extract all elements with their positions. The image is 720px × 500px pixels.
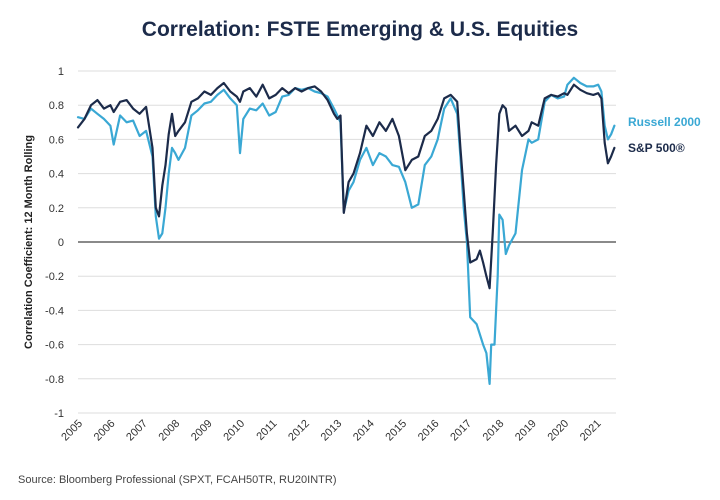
y-tick-label: -0.4 <box>45 305 64 317</box>
y-axis-label: Correlation Coefficient: 12 Month Rollin… <box>23 135 35 349</box>
x-tick-label: 2008 <box>157 418 183 444</box>
x-tick-label: 2007 <box>124 418 150 444</box>
y-tick-label: 0.2 <box>49 203 64 215</box>
series-line-sp-500 <box>76 81 616 290</box>
grid-lines <box>78 70 616 414</box>
y-tick-label: 0.4 <box>49 169 64 181</box>
y-tick-label: -0.2 <box>45 271 64 283</box>
legend-label-sp-500: S&P 500® <box>628 141 685 155</box>
x-tick-label: 2019 <box>513 418 539 444</box>
x-tick-label: 2005 <box>59 418 85 444</box>
legend: Russell 2000 S&P 500® <box>628 115 701 155</box>
x-tick-label: 2017 <box>448 418 474 444</box>
x-tick-label: 2006 <box>92 418 118 444</box>
series-line-russell-2000 <box>76 76 616 385</box>
x-tick-label: 2015 <box>383 418 409 444</box>
y-tick-label: -1 <box>54 408 64 420</box>
x-tick-label: 2020 <box>545 418 571 444</box>
y-tick-label: 0.6 <box>49 134 64 146</box>
y-tick-label: -0.6 <box>45 340 64 352</box>
x-tick-label: 2018 <box>481 418 507 444</box>
x-axis-ticks: 2005 2006 2007 2008 2009 2010 2011 2012 2013 2014… <box>59 418 603 444</box>
x-tick-label: 2010 <box>221 418 247 444</box>
y-axis-ticks: 1 0.8 0.6 0.4 0.2 0 -0.2 -0.4 -0.6 -0.8 -1 <box>45 66 64 420</box>
x-tick-label: 2012 <box>286 418 312 444</box>
y-tick-label: 1 <box>58 66 64 78</box>
x-tick-label: 2021 <box>578 418 604 444</box>
x-tick-label: 2016 <box>416 418 442 444</box>
chart-title: Correlation: FSTE Emerging & U.S. Equiti… <box>141 18 579 41</box>
x-tick-label: 2011 <box>254 418 279 443</box>
y-tick-label: 0 <box>58 237 64 249</box>
series-lines <box>76 76 616 385</box>
source-note: Source: Bloomberg Professional (SPXT, FC… <box>18 474 337 486</box>
y-tick-label: 0.8 <box>49 100 64 112</box>
x-tick-label: 2009 <box>189 418 215 444</box>
x-tick-label: 2014 <box>351 418 377 444</box>
x-tick-label: 2013 <box>319 418 345 444</box>
legend-label-russell-2000: Russell 2000 <box>628 115 701 129</box>
y-tick-label: -0.8 <box>45 374 64 386</box>
